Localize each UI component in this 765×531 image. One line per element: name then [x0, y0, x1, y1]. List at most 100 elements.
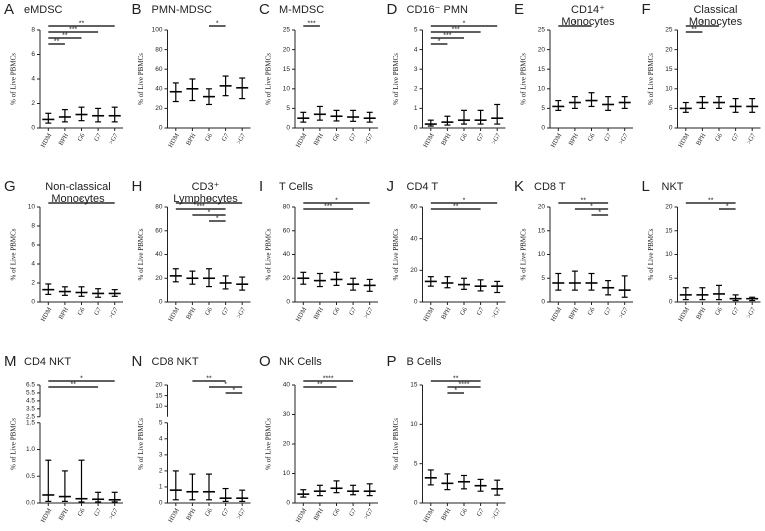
x-tick-label: BPH	[440, 132, 453, 147]
significance-label: *	[208, 209, 211, 216]
significance-label: **	[206, 197, 212, 204]
significance-label: *	[80, 197, 83, 204]
x-tick-label: >G7	[363, 507, 375, 521]
x-tick-label: >G7	[490, 306, 502, 320]
x-tick-label: G7	[221, 306, 231, 317]
y-tick-label: 40	[410, 235, 418, 242]
panel: M CD4 NKT % of Live PBMCs 2.53.54.55.56.5 0.…	[4, 353, 123, 524]
x-tick-label: BPH	[440, 507, 453, 522]
y-tick-label: 8	[31, 223, 35, 230]
significance-label: **	[206, 375, 212, 382]
x-tick-label: G6	[586, 132, 596, 143]
x-tick-label: BPH	[313, 306, 326, 321]
x-tick-label: >G7	[363, 132, 375, 146]
y-tick-label: 1	[414, 105, 418, 112]
x-tick-label: G7	[603, 132, 613, 143]
panel-letter: K	[514, 178, 524, 195]
y-tick-label: 8	[31, 27, 35, 34]
y-tick-label: 0	[414, 299, 418, 306]
significance-label: ***	[324, 203, 332, 210]
panel-letter: B	[132, 1, 142, 18]
panel-title: CD14⁺	[571, 4, 605, 16]
x-tick-label: BPH	[695, 306, 708, 321]
panel: P B Cells % of Live PBMCs 0 5 10 15 HDM BPH G6 G7 >…	[387, 353, 506, 524]
x-tick-label: BPH	[58, 306, 71, 321]
y-tick-label: 20	[410, 267, 418, 274]
y-tick-label: 2	[414, 86, 418, 93]
x-tick-label: G6	[714, 132, 724, 143]
panel: B PMN-MDSC % of Live PBMCs 0 20 40 60 80 100 HDM B…	[132, 1, 251, 149]
y-tick-label: 10	[538, 86, 546, 93]
y-tick-label: 6.5	[26, 382, 35, 389]
significance-label: *	[335, 197, 338, 204]
y-tick-label: 0.5	[26, 473, 35, 480]
significance-label: *	[224, 381, 227, 388]
x-tick-label: G6	[76, 132, 86, 143]
x-tick-label: G6	[459, 507, 469, 518]
significance-label: *	[438, 38, 441, 45]
x-tick-label: >G7	[108, 507, 120, 521]
y-tick-label: 15	[410, 382, 418, 389]
panel: H CD3⁺Lymphocytes % of Live PBMCs 0 20 40 60 80…	[132, 178, 251, 323]
y-tick-label: 20	[283, 46, 291, 53]
panel-letter: J	[387, 178, 395, 195]
x-tick-label: >G7	[108, 132, 120, 146]
x-tick-label: G6	[459, 306, 469, 317]
y-axis-label: % of Live PBMCs	[647, 228, 655, 280]
y-tick-label: 15	[665, 227, 673, 234]
panel-letter: I	[259, 178, 263, 195]
y-tick-label: 3.5	[26, 406, 35, 413]
y-tick-label: 0	[669, 125, 673, 132]
x-tick-label: BPH	[185, 507, 198, 522]
y-tick-label: 20	[538, 46, 546, 53]
y-axis-label: % of Live PBMCs	[392, 53, 400, 105]
x-tick-label: G7	[476, 507, 486, 518]
y-tick-label: 25	[665, 27, 673, 34]
y-tick-label: 6	[31, 242, 35, 249]
x-tick-label: G6	[331, 306, 341, 317]
x-tick-label: G7	[348, 507, 358, 518]
y-tick-label: 20	[283, 275, 291, 282]
y-tick-label: 40	[283, 251, 291, 258]
y-tick-label: 15	[538, 66, 546, 73]
x-tick-label: >G7	[490, 507, 502, 521]
x-tick-label: G6	[331, 132, 341, 143]
significance-label: *	[701, 20, 704, 27]
significance-label: **	[691, 26, 697, 33]
x-tick-label: BPH	[568, 306, 581, 321]
significance-label: ****	[459, 381, 470, 388]
x-tick-label: G7	[731, 306, 741, 317]
x-tick-label: G6	[714, 306, 724, 317]
y-tick-label: 1.0	[26, 446, 35, 453]
x-tick-label: >G7	[235, 132, 247, 146]
y-axis-label: % of Live PBMCs	[10, 228, 18, 280]
y-tick-label: 5	[541, 105, 545, 112]
panel-title: Classical	[693, 4, 737, 16]
y-tick-label: 3	[414, 66, 418, 73]
y-tick-label: 10	[665, 86, 673, 93]
y-tick-label: 0	[541, 299, 545, 306]
x-tick-label: G6	[331, 507, 341, 518]
x-tick-label: HDM	[677, 132, 691, 149]
y-tick-label: 10	[283, 86, 291, 93]
x-tick-label: HDM	[295, 132, 309, 149]
panel-letter: C	[259, 1, 270, 18]
panel: E CD14⁺Monocytes % of Live PBMCs 0 5 10 15 20 25…	[514, 1, 633, 149]
x-tick-label: >G7	[363, 306, 375, 320]
panel-letter: G	[4, 178, 16, 195]
y-tick-label: 80	[155, 46, 163, 53]
y-axis-label: % of Live PBMCs	[10, 53, 18, 105]
panel-letter: N	[132, 353, 143, 370]
y-axis-label: % of Live PBMCs	[265, 418, 273, 470]
y-tick-label: 20	[665, 46, 673, 53]
significance-label: **	[708, 197, 714, 204]
y-tick-label: 0	[31, 125, 35, 132]
x-tick-label: G7	[93, 507, 103, 518]
y-tick-label: 20	[665, 204, 673, 211]
x-tick-label: G6	[204, 507, 214, 518]
panel-letter: O	[259, 353, 271, 370]
y-axis-label: % of Live PBMCs	[265, 228, 273, 280]
x-tick-label: G7	[731, 132, 741, 143]
